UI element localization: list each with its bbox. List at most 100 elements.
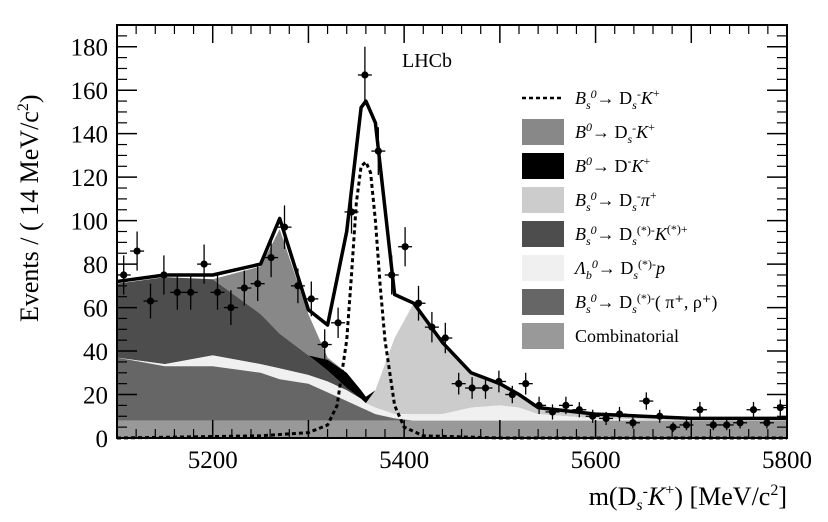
data-point: [170, 274, 185, 310]
data-marker: [146, 297, 155, 305]
data-point: [438, 322, 453, 354]
data-point: [773, 399, 788, 416]
legend-entry-bs_dspi: Bs0→ Ds-π+: [522, 187, 657, 214]
legend-swatch: [522, 187, 564, 213]
data-marker: [682, 421, 691, 429]
data-marker: [388, 271, 396, 279]
data-point: [666, 422, 681, 432]
data-point: [183, 274, 198, 310]
y-tick-label: 160: [71, 78, 109, 105]
fill-bs_dspi: [117, 277, 787, 421]
data-marker: [749, 406, 758, 414]
data-marker: [401, 243, 409, 251]
data-marker: [455, 380, 463, 388]
axis-ticks: 5200 5400 5600 5800 0 20 40 60 80 100 120 140 160 180: [71, 25, 812, 474]
data-marker: [227, 303, 235, 312]
data-marker: [187, 288, 195, 296]
legend-label: Λb0→ Ds(*)-p: [573, 257, 665, 282]
fill-lb_dsp: [117, 355, 787, 421]
data-marker: [535, 401, 543, 409]
data-marker: [468, 384, 476, 392]
legend-swatch: [522, 221, 564, 247]
data-marker: [495, 377, 503, 386]
y-axis-label: Events / ( 14 MeV/c2): [15, 94, 44, 322]
data-point: [652, 409, 667, 423]
data-point: [733, 417, 748, 429]
data-marker: [562, 401, 570, 409]
data-point: [223, 290, 238, 325]
y-tick-label: 80: [83, 252, 108, 279]
data-marker: [307, 295, 315, 303]
data-marker: [656, 412, 664, 420]
data-marker: [763, 419, 771, 427]
data-point: [545, 404, 560, 420]
data-marker: [723, 421, 731, 429]
x-axis-label: m(Ds-K+) [MeV/c2]: [589, 482, 787, 514]
legend-entry-signal: Bs0→ Ds-K+: [522, 86, 660, 112]
data-points: [116, 46, 788, 432]
data-marker: [629, 419, 637, 427]
data-point: [264, 238, 279, 278]
data-marker: [615, 410, 624, 418]
data-point: [317, 329, 332, 360]
legend-entry-lb_dsp: Λb0→ Ds(*)-p: [522, 255, 665, 282]
y-tick-label: 100: [71, 209, 109, 236]
data-point: [197, 244, 212, 284]
data-point: [478, 377, 493, 399]
data-point: [505, 385, 520, 404]
legend-entry-bd_dk: B0→ D-K+: [522, 153, 651, 179]
legend-label: B0→ Ds-K+: [575, 120, 655, 146]
data-point: [344, 190, 359, 234]
legend-swatch: [522, 119, 564, 145]
data-marker: [321, 340, 329, 349]
legend-label: B0→ D-K+: [575, 154, 651, 176]
y-tick-label: 20: [83, 383, 108, 410]
data-marker: [589, 412, 597, 420]
legend-label: Bs0→ Ds(*)-( π⁺, ρ⁺): [575, 291, 717, 316]
legend-swatch: [522, 323, 564, 349]
legend-entry-bd_dsk: B0→ Ds-K+: [522, 119, 655, 146]
data-point: [411, 285, 426, 321]
legend-swatch: [522, 255, 564, 281]
data-point: [558, 396, 573, 415]
legend-label: Combinatorial: [575, 326, 679, 346]
data-point: [331, 307, 346, 339]
data-point: [384, 255, 399, 295]
fill-bs_dsstpi: [117, 357, 787, 421]
data-marker: [160, 271, 168, 279]
data-point: [692, 401, 707, 418]
data-marker: [642, 397, 650, 405]
data-point: [250, 266, 265, 302]
data-point: [237, 270, 252, 306]
x-tick-label: 5400: [379, 447, 429, 474]
data-marker: [334, 319, 342, 327]
data-marker: [696, 406, 704, 414]
y-tick-label: 120: [71, 165, 109, 192]
data-point: [706, 419, 721, 431]
data-marker: [200, 260, 208, 268]
y-tick-label: 40: [83, 339, 108, 366]
data-marker: [736, 419, 744, 427]
data-point: [572, 402, 587, 418]
data-marker: [481, 384, 490, 392]
data-marker: [294, 282, 302, 290]
x-tick-label: 5600: [571, 447, 621, 474]
data-marker: [414, 299, 423, 307]
y-tick-label: 140: [71, 122, 109, 149]
data-marker: [575, 406, 583, 414]
legend-swatch: [522, 289, 564, 315]
fill-comb: [117, 420, 787, 438]
data-marker: [280, 223, 289, 231]
x-tick-label: 5200: [188, 447, 238, 474]
data-point: [746, 401, 761, 418]
data-point: [371, 127, 386, 175]
data-point: [451, 372, 466, 395]
data-point: [210, 274, 225, 310]
y-tick-label: 60: [83, 296, 108, 323]
data-point: [532, 396, 547, 415]
stacked-fit-components: [117, 229, 787, 438]
data-marker: [522, 380, 530, 388]
data-point: [639, 392, 654, 410]
data-point: [357, 46, 372, 104]
legend-swatch: [522, 153, 564, 179]
